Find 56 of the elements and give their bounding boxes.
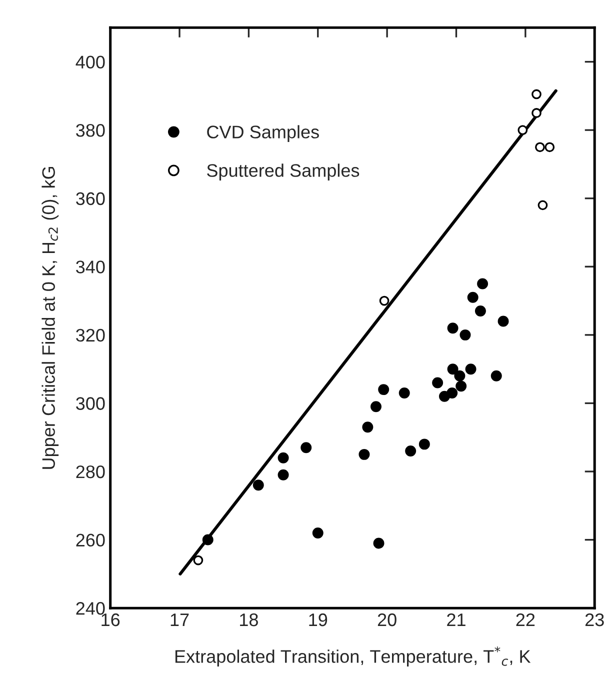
x-tick-label: 19 xyxy=(309,613,328,626)
point xyxy=(447,364,458,375)
point xyxy=(378,384,390,396)
y-tick-label: 240 xyxy=(76,602,105,615)
point xyxy=(465,364,476,375)
point xyxy=(535,142,545,152)
point xyxy=(467,292,478,303)
point xyxy=(398,387,410,398)
legend-label: Sputtered Samples xyxy=(207,164,360,180)
point xyxy=(362,422,374,433)
y-tick-label: 360 xyxy=(76,192,105,206)
point xyxy=(454,370,466,382)
point xyxy=(278,452,289,464)
point xyxy=(474,306,486,317)
y-axis-title: Upper Critical Field at 0 K, H$_{c2}$ (0), kG xyxy=(42,166,59,469)
x-tick-label: 18 xyxy=(240,613,258,626)
point xyxy=(498,316,509,327)
point xyxy=(312,527,324,538)
y-tick-label: 380 xyxy=(76,124,105,137)
point xyxy=(432,377,444,388)
y-tick-label: 260 xyxy=(76,534,105,547)
point xyxy=(278,469,289,480)
point xyxy=(193,555,204,566)
y-tick-label: 300 xyxy=(76,397,105,410)
point xyxy=(373,538,384,549)
point xyxy=(446,387,458,398)
point xyxy=(405,446,416,457)
point xyxy=(379,296,390,306)
y-tick-label: 340 xyxy=(76,260,105,274)
point xyxy=(418,438,430,450)
x-tick-label: 23 xyxy=(585,613,604,626)
x-tick-label: 20 xyxy=(378,613,396,626)
x-tick-label: 22 xyxy=(516,613,535,626)
x-tick-label: 16 xyxy=(102,613,120,626)
point xyxy=(518,125,528,136)
y-tick-label: 320 xyxy=(76,328,105,342)
point xyxy=(460,329,471,340)
point xyxy=(202,534,214,546)
point xyxy=(477,278,488,290)
y-tick-label: 280 xyxy=(76,465,105,478)
legend-label: CVD Samples xyxy=(207,125,319,142)
point xyxy=(370,401,382,412)
point xyxy=(358,448,370,460)
point xyxy=(544,142,555,152)
point xyxy=(532,108,542,118)
point xyxy=(252,480,264,491)
x-axis-title: Extrapolated Transition, Temperature, T$^{*}$$_{c}$, K xyxy=(175,646,531,666)
y-tick-label: 400 xyxy=(76,56,105,69)
point xyxy=(447,322,458,334)
point xyxy=(538,200,548,210)
x-tick-label: 21 xyxy=(447,613,466,626)
point xyxy=(490,370,502,382)
point xyxy=(300,442,312,454)
x-tick-label: 17 xyxy=(170,614,189,626)
point xyxy=(532,89,542,100)
point xyxy=(456,380,467,392)
